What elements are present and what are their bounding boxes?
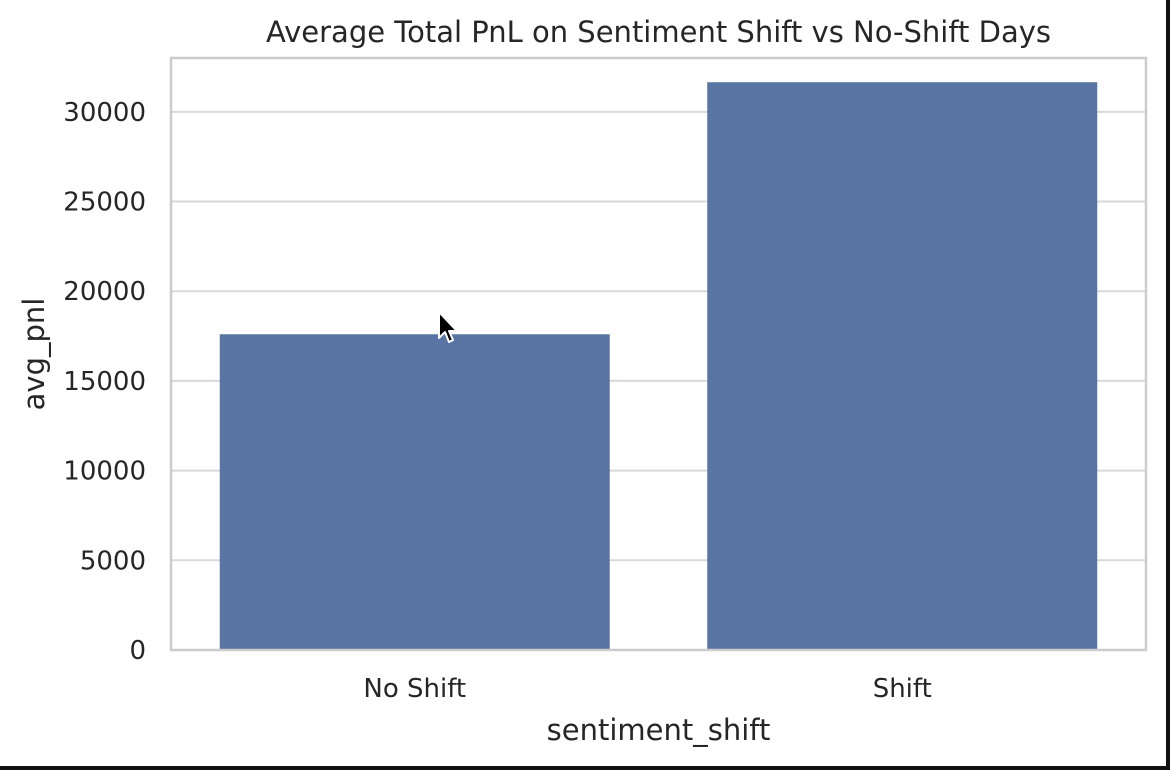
bar-shift — [707, 82, 1098, 650]
x-tick-label: No Shift — [363, 674, 466, 704]
plot-area-border — [169, 56, 1148, 652]
bar-no-shift — [219, 334, 610, 650]
y-tick-labels: 0 5000 10000 15000 20000 25000 30000 — [63, 98, 146, 666]
y-tick-label: 15000 — [63, 367, 146, 397]
y-tick-label: 0 — [129, 636, 146, 666]
bars — [219, 82, 1098, 650]
y-tick-label: 30000 — [63, 98, 146, 128]
y-tick-label: 5000 — [80, 546, 146, 576]
y-axis-label: avg_pnl — [17, 298, 51, 411]
x-axis-label: sentiment_shift — [547, 713, 771, 747]
y-tick-label: 20000 — [63, 277, 146, 307]
chart-title: Average Total PnL on Sentiment Shift vs … — [266, 15, 1051, 49]
mouse-pointer-icon — [438, 311, 458, 343]
y-tick-label: 10000 — [63, 457, 146, 487]
x-tick-label: Shift — [873, 674, 932, 704]
y-tick-label: 25000 — [63, 188, 146, 218]
x-tick-labels: No Shift Shift — [363, 674, 931, 704]
